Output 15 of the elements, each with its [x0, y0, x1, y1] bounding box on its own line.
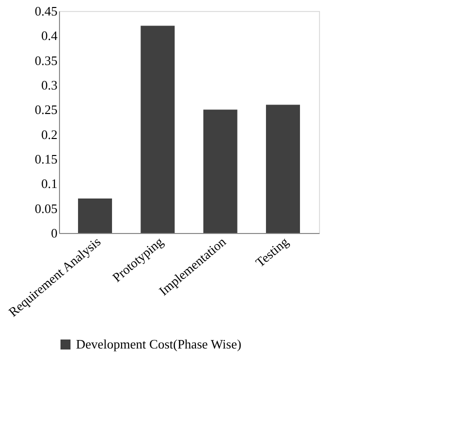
bar — [266, 104, 300, 233]
y-tick-label: 0.4 — [41, 28, 58, 44]
y-tick-label: 0.2 — [41, 126, 58, 142]
y-tick-label: 0.45 — [34, 4, 58, 18]
y-tick-label: 0.25 — [34, 102, 58, 118]
bar — [140, 26, 175, 233]
bar — [203, 110, 238, 233]
y-tick-label: 0.1 — [41, 176, 58, 192]
bar — [78, 198, 112, 233]
y-tick-label: 0.05 — [34, 200, 58, 216]
y-tick-label: 0.35 — [34, 52, 58, 68]
y-tick-label: 0.3 — [41, 78, 58, 92]
legend-label: Development Cost(Phase Wise) — [76, 336, 242, 352]
y-tick-label: 0.15 — [34, 152, 58, 166]
y-tick-label: 0 — [51, 226, 58, 240]
